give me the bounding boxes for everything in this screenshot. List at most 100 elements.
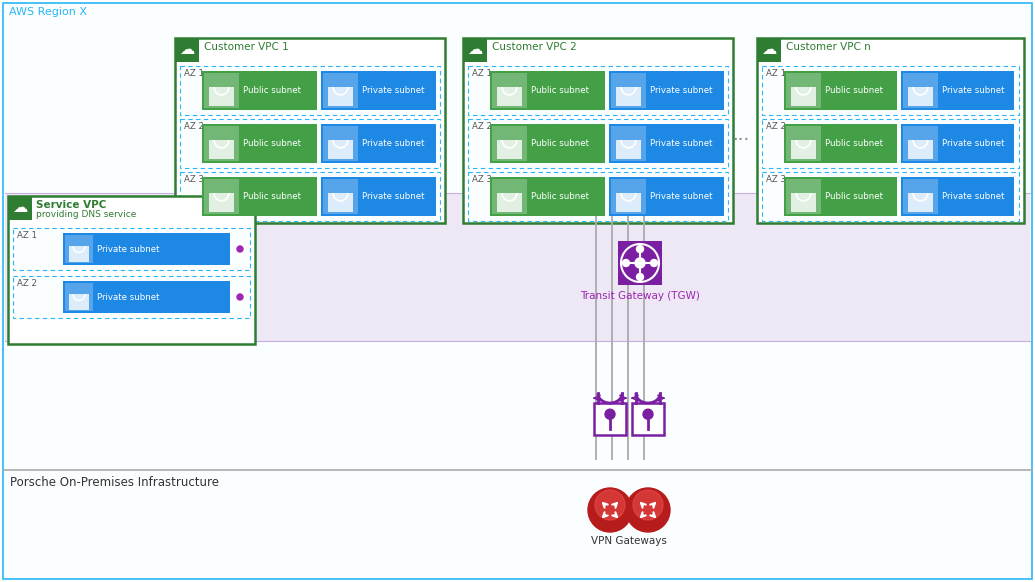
Bar [490,177,605,216]
FancyBboxPatch shape [632,403,664,435]
Bar [202,124,317,163]
Text: Private subnet: Private subnet [942,86,1005,95]
Text: AZ 1: AZ 1 [17,231,37,240]
Bar [901,177,1014,216]
Text: Private subnet: Private subnet [362,139,424,148]
Circle shape [637,246,644,253]
Text: AZ 2: AZ 2 [472,122,492,131]
Text: Porsche On-Premises Infrastructure: Porsche On-Premises Infrastructure [10,476,219,489]
Bar [783,71,897,110]
Bar [202,71,317,110]
Circle shape [637,274,644,281]
Text: providing DNS service: providing DNS service [36,210,137,219]
Text: Private subnet: Private subnet [942,192,1005,201]
Text: AZ 1: AZ 1 [472,69,492,78]
Text: AZ 1: AZ 1 [184,69,204,78]
Bar [323,126,358,161]
Text: AZ 2: AZ 2 [766,122,786,131]
Text: Public subnet: Public subnet [825,139,883,148]
Bar [65,283,93,311]
Bar [497,87,522,107]
Bar [175,38,445,223]
Text: ...: ... [733,126,749,144]
Text: Public subnet: Public subnet [531,139,589,148]
Bar [204,73,239,108]
Text: Private subnet: Private subnet [942,139,1005,148]
Text: ☁: ☁ [12,201,28,215]
Bar [468,66,728,115]
Circle shape [237,294,243,300]
Bar [321,124,436,163]
Bar [497,140,522,159]
Text: ☁: ☁ [762,42,776,58]
Bar [611,126,646,161]
Bar [791,140,816,159]
Circle shape [588,488,632,532]
Circle shape [605,409,615,419]
Bar [8,196,255,344]
Bar [463,38,733,223]
Text: Service VPC: Service VPC [36,200,107,210]
Text: Public subnet: Public subnet [243,192,301,201]
Bar [323,73,358,108]
Bar [180,66,440,115]
Bar [463,38,487,62]
Bar [175,38,199,62]
Bar [63,233,230,265]
Text: Private subnet: Private subnet [362,86,424,95]
Bar [783,124,897,163]
Bar [69,294,89,310]
Bar [209,140,234,159]
Bar [65,235,93,263]
Bar [5,193,1030,341]
Circle shape [595,490,625,520]
Bar [616,193,641,212]
Text: ☁: ☁ [468,42,482,58]
Bar [611,179,646,214]
Text: Private subnet: Private subnet [650,192,712,201]
Bar [492,126,527,161]
Bar [616,87,641,107]
Bar [757,38,781,62]
Bar [492,179,527,214]
Bar [757,38,1024,223]
Text: AZ 3: AZ 3 [472,175,492,184]
Text: Customer VPC 2: Customer VPC 2 [492,42,576,52]
Bar [762,172,1019,221]
Bar [490,124,605,163]
Circle shape [233,242,247,256]
Text: Public subnet: Public subnet [825,86,883,95]
Bar [321,177,436,216]
Circle shape [635,258,645,268]
Bar [901,71,1014,110]
Bar [204,126,239,161]
Bar [903,73,938,108]
Bar [909,140,933,159]
Text: Private subnet: Private subnet [97,293,159,301]
Bar [791,87,816,107]
Bar [63,281,230,313]
Bar [762,119,1019,168]
Circle shape [633,490,663,520]
Bar [321,71,436,110]
Bar [783,177,897,216]
Bar [786,179,821,214]
Text: AWS Region X: AWS Region X [9,7,87,17]
FancyBboxPatch shape [594,403,626,435]
Bar [497,193,522,212]
Circle shape [237,246,243,252]
Bar [328,140,353,159]
Text: Private subnet: Private subnet [362,192,424,201]
Text: ☁: ☁ [179,42,195,58]
Circle shape [622,260,629,267]
Bar [786,73,821,108]
Bar [8,196,32,220]
Text: VPN Gateways: VPN Gateways [591,536,667,546]
Bar [618,241,662,285]
Text: Transit Gateway (TGW): Transit Gateway (TGW) [580,291,700,301]
Text: Public subnet: Public subnet [531,192,589,201]
Bar [903,126,938,161]
Bar [180,172,440,221]
Text: Customer VPC 1: Customer VPC 1 [204,42,289,52]
Circle shape [643,409,653,419]
